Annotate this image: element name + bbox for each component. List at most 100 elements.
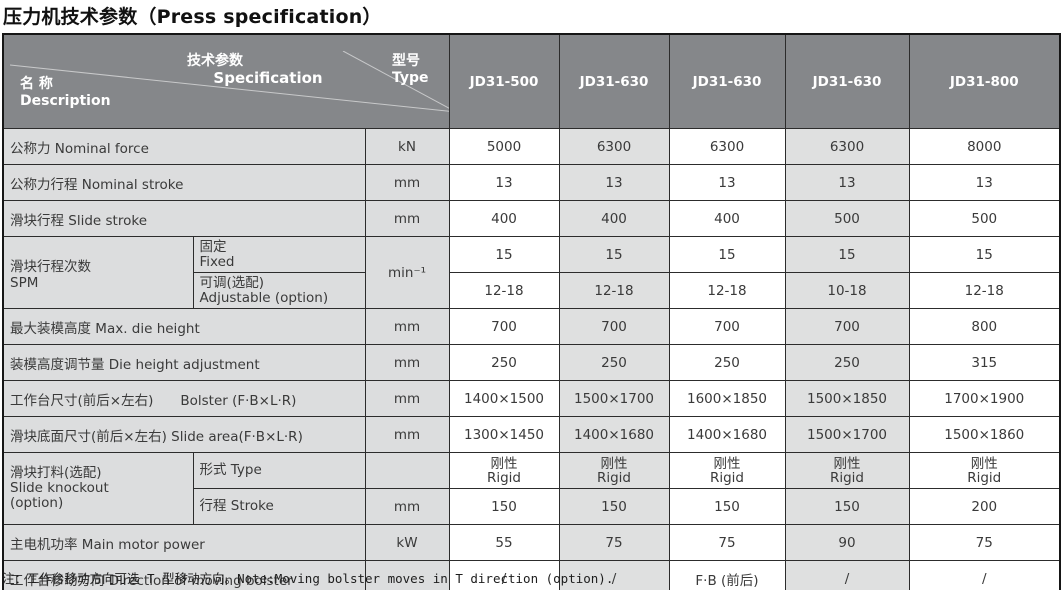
unit-cell: [364, 452, 450, 489]
value-cell: 15: [784, 236, 910, 273]
value-cell: 6300: [668, 128, 786, 165]
row-label: 滑块底面尺寸(前后×左右) Slide area(F·B×L·R): [2, 416, 366, 453]
unit-cell: min⁻¹: [364, 236, 450, 309]
row-label: 工作台尺寸(前后×左右) Bolster (F·B×L·R): [2, 380, 366, 417]
value-cell: 12-18: [448, 272, 560, 309]
unit-cell: [364, 560, 450, 590]
corner-type-label: 型号 Type: [392, 53, 429, 86]
value-cell: 1600×1850: [668, 380, 786, 417]
value-cell: 500: [908, 200, 1061, 237]
unit-cell: mm: [364, 380, 450, 417]
value-cell: 刚性 Rigid: [784, 452, 910, 489]
table-row: 工作台尺寸(前后×左右) Bolster (F·B×L·R) mm 1400×1…: [2, 380, 1061, 417]
value-cell: 1700×1900: [908, 380, 1061, 417]
value-cell: 6300: [558, 128, 670, 165]
value-cell: 1500×1700: [558, 380, 670, 417]
value-cell: 12-18: [668, 272, 786, 309]
value-cell: 13: [448, 164, 560, 201]
row-label: 滑块行程次数 SPM: [2, 236, 194, 309]
row-label: 主电机功率 Main motor power: [2, 524, 366, 561]
unit-cell: mm: [364, 308, 450, 345]
unit-cell: mm: [364, 164, 450, 201]
value-cell: 8000: [908, 128, 1061, 165]
spec-table: 技术参数 Specification 名 称 Description 型号 Ty…: [2, 33, 1061, 590]
diagonal-lines: [10, 51, 448, 112]
unit-cell: mm: [364, 488, 450, 525]
table-row: 滑块打料(选配) Slide knockout (option) 形式 Type…: [2, 452, 1061, 525]
corner-name-label: 名 称 Description: [20, 76, 111, 109]
value-cell: 700: [784, 308, 910, 345]
value-cell: 15: [558, 236, 670, 273]
row-label: 最大装模高度 Max. die height: [2, 308, 366, 345]
table-row: 行程 Stroke mm 150 150 150 150 200: [3, 488, 1061, 525]
table-row: 可调(选配) Adjustable (option) 12-18 12-18 1…: [3, 272, 1061, 309]
row-label: 装模高度调节量 Die height adjustment: [2, 344, 366, 381]
table-row: 公称力 Nominal force kN 5000 6300 6300 6300…: [2, 128, 1061, 165]
value-cell: 400: [448, 200, 560, 237]
value-cell: 13: [558, 164, 670, 201]
model-header: JD31-630: [558, 33, 670, 129]
value-cell: 1400×1500: [448, 380, 560, 417]
value-cell: 800: [908, 308, 1061, 345]
table-row: 滑块行程次数 SPM 固定 Fixed min⁻¹ 15 15 15 15 15: [2, 236, 1061, 309]
value-cell: 15: [908, 236, 1061, 273]
value-cell: 5000: [448, 128, 560, 165]
value-cell: 55: [448, 524, 560, 561]
header-row: 技术参数 Specification 名 称 Description 型号 Ty…: [2, 33, 1061, 129]
value-cell: 200: [908, 488, 1061, 525]
unit-cell: mm: [364, 344, 450, 381]
row-label: 工作台移动方向 Direction of moving bolster: [2, 560, 366, 590]
value-cell: 250: [784, 344, 910, 381]
value-cell: 12-18: [558, 272, 670, 309]
value-cell: 150: [784, 488, 910, 525]
corner-cell: 技术参数 Specification 名 称 Description 型号 Ty…: [2, 33, 450, 129]
sub-label: 固定 Fixed: [192, 236, 366, 273]
value-cell: 刚性 Rigid: [908, 452, 1061, 489]
model-header: JD31-630: [668, 33, 786, 129]
value-cell: 1500×1850: [784, 380, 910, 417]
value-cell: 150: [668, 488, 786, 525]
value-cell: 75: [668, 524, 786, 561]
value-cell: 13: [668, 164, 786, 201]
row-label: 滑块打料(选配) Slide knockout (option): [2, 452, 194, 525]
value-cell: 75: [558, 524, 670, 561]
value-cell: /: [908, 560, 1061, 590]
value-cell: 700: [558, 308, 670, 345]
table-row: 公称力行程 Nominal stroke mm 13 13 13 13 13: [2, 164, 1061, 201]
row-label: 公称力 Nominal force: [2, 128, 366, 165]
table-row: 主电机功率 Main motor power kW 55 75 75 90 75: [2, 524, 1061, 561]
table-row: 装模高度调节量 Die height adjustment mm 250 250…: [2, 344, 1061, 381]
value-cell: 1500×1700: [784, 416, 910, 453]
value-cell: 10-18: [784, 272, 910, 309]
table-row: 滑块底面尺寸(前后×左右) Slide area(F·B×L·R) mm 130…: [2, 416, 1061, 453]
value-cell: 6300: [784, 128, 910, 165]
value-cell: 400: [558, 200, 670, 237]
value-cell: 1300×1450: [448, 416, 560, 453]
value-cell: /: [558, 560, 670, 590]
corner-wrap: 技术参数 Specification 名 称 Description 型号 Ty…: [10, 51, 448, 112]
value-cell: 刚性 Rigid: [558, 452, 670, 489]
row-label: 公称力行程 Nominal stroke: [2, 164, 366, 201]
value-cell: 75: [908, 524, 1061, 561]
value-cell: /: [784, 560, 910, 590]
row-label: 滑块行程 Slide stroke: [2, 200, 366, 237]
value-cell: 13: [908, 164, 1061, 201]
value-cell: 刚性 Rigid: [668, 452, 786, 489]
unit-cell: kN: [364, 128, 450, 165]
sub-label: 行程 Stroke: [192, 488, 366, 525]
table-row: 滑块行程 Slide stroke mm 400 400 400 500 500: [2, 200, 1061, 237]
value-cell: 13: [784, 164, 910, 201]
value-cell: 250: [668, 344, 786, 381]
unit-cell: mm: [364, 200, 450, 237]
page-title: 压力机技术参数（Press specification）: [3, 6, 382, 28]
value-cell: /: [448, 560, 560, 590]
value-cell: 12-18: [908, 272, 1061, 309]
table-row: 工作台移动方向 Direction of moving bolster / / …: [2, 560, 1061, 590]
corner-spec-label-en: Specification: [213, 69, 323, 87]
value-cell: 700: [668, 308, 786, 345]
value-cell: 刚性 Rigid: [448, 452, 560, 489]
value-cell: 250: [558, 344, 670, 381]
value-cell: 1400×1680: [668, 416, 786, 453]
value-cell: 400: [668, 200, 786, 237]
